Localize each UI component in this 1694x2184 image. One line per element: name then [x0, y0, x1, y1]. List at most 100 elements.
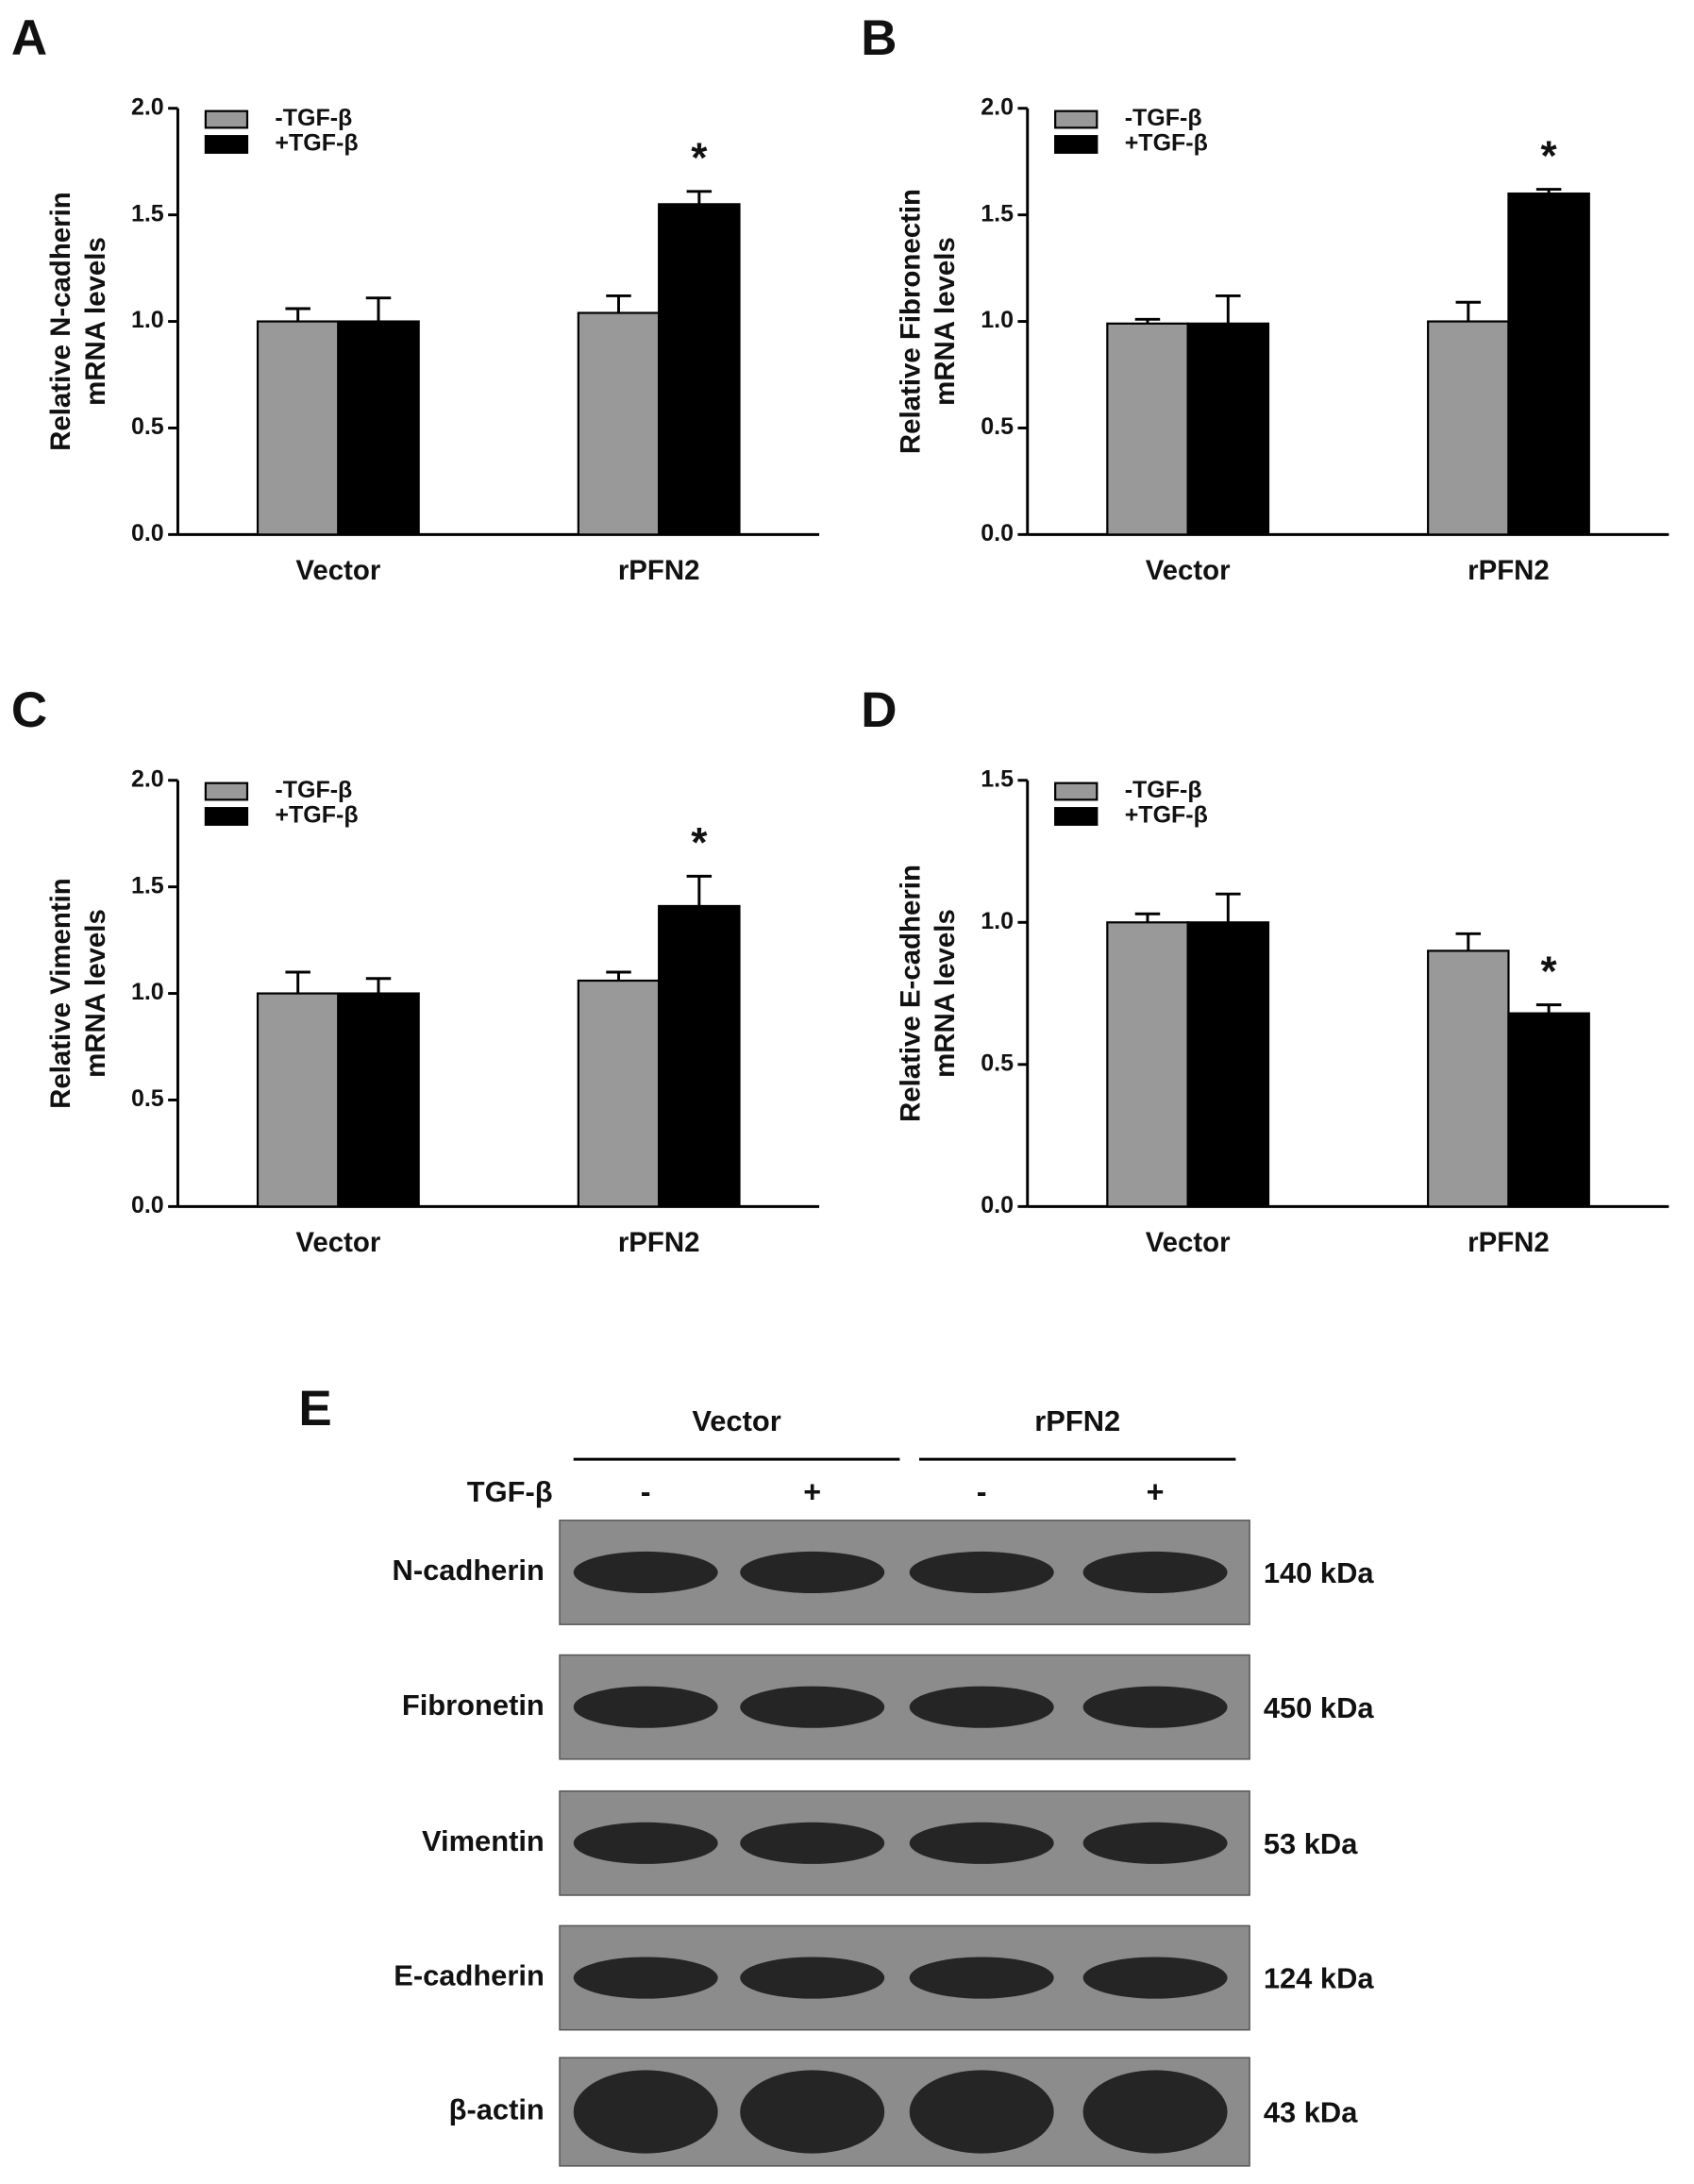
bar — [577, 311, 661, 536]
blot-band — [909, 2070, 1054, 2154]
blot-band — [1082, 2070, 1228, 2154]
bar — [1186, 921, 1270, 1208]
y-tick-label: 2.0 — [131, 93, 164, 120]
legend-label: +TGF-β — [275, 130, 358, 157]
lane-sign: + — [803, 1474, 821, 1508]
x-tick-label: Vector — [1146, 555, 1231, 586]
lane-sign: + — [1147, 1474, 1165, 1508]
group-label: Vector — [692, 1404, 780, 1437]
y-tick-label: 1.5 — [981, 200, 1014, 227]
x-tick-label: rPFN2 — [618, 555, 700, 586]
blot-band — [573, 1686, 718, 1728]
y-tick-label: 1.0 — [131, 979, 164, 1005]
x-tick-label: Vector — [295, 555, 380, 586]
y-axis-label: mRNA levels — [80, 237, 111, 406]
blot-band — [740, 1957, 885, 1999]
blot-band — [740, 1822, 885, 1864]
blot-band — [909, 1686, 1054, 1728]
bar — [337, 320, 420, 536]
panel-letter: A — [11, 10, 47, 66]
legend-label: +TGF-β — [1125, 130, 1208, 157]
size-label: 450 kDa — [1264, 1691, 1375, 1724]
y-tick-label: 1.0 — [131, 307, 164, 333]
y-axis-label: mRNA levels — [930, 237, 961, 406]
y-tick-label: 0.0 — [981, 1192, 1014, 1218]
blot-band — [1082, 1822, 1228, 1864]
y-axis-label: Relative Vimentin — [45, 878, 76, 1109]
legend-swatch — [1054, 807, 1099, 826]
bar — [1427, 320, 1510, 536]
y-tick-label: 0.5 — [131, 413, 164, 440]
y-axis-label: Relative N-cadherin — [45, 192, 76, 451]
blot-band — [573, 1822, 718, 1864]
y-tick-label: 0.5 — [981, 1050, 1014, 1076]
protein-label: E-cadherin — [394, 1959, 545, 1992]
legend-label: -TGF-β — [275, 105, 352, 131]
y-tick-label: 0.5 — [981, 413, 1014, 440]
y-tick-label: 0.0 — [131, 520, 164, 546]
bar — [1427, 949, 1510, 1208]
x-tick-label: rPFN2 — [618, 1227, 700, 1258]
blot-band — [909, 1822, 1054, 1864]
chart-panel: D Relative E-cadherin mRNA levels 0.0 0.5 1.0… — [861, 682, 1669, 1258]
size-label: 53 kDa — [1264, 1827, 1358, 1860]
size-label: 124 kDa — [1264, 1962, 1375, 1995]
legend-swatch — [1054, 781, 1099, 801]
y-tick-label: 1.0 — [981, 307, 1014, 333]
y-axis-label: mRNA levels — [930, 909, 961, 1078]
y-tick-label: 0.5 — [131, 1085, 164, 1112]
chart-panel: C Relative Vimentin mRNA levels 0.0 0.5 1.0 1.… — [11, 682, 820, 1258]
legend-swatch — [204, 109, 249, 129]
chart-panel: B Relative Fibronectin mRNA levels 0.0 0.5 1.… — [861, 10, 1669, 586]
protein-label: β-actin — [449, 2093, 545, 2126]
bar — [1106, 322, 1189, 536]
bar — [1507, 1012, 1590, 1208]
x-tick-label: Vector — [295, 1227, 380, 1258]
blot-band — [740, 1686, 885, 1728]
y-tick-label: 1.0 — [981, 908, 1014, 934]
legend-swatch — [204, 781, 249, 801]
blot-band — [573, 1551, 718, 1594]
treatment-label: TGF-β — [467, 1475, 553, 1508]
y-tick-label: 2.0 — [131, 765, 164, 792]
bar — [1106, 921, 1189, 1208]
blot-band — [1082, 1957, 1228, 1999]
panel-letter: D — [861, 682, 897, 738]
x-tick-label: Vector — [1146, 1227, 1231, 1258]
legend-label: -TGF-β — [1125, 777, 1202, 803]
bar — [1186, 322, 1270, 536]
bar — [256, 992, 340, 1208]
size-label: 43 kDa — [1264, 2096, 1358, 2129]
y-tick-label: 0.0 — [131, 1192, 164, 1218]
y-tick-label: 1.5 — [131, 872, 164, 899]
bar — [577, 979, 661, 1208]
blot-band — [909, 1551, 1054, 1594]
y-tick-label: 2.0 — [981, 93, 1014, 120]
y-tick-label: 1.5 — [981, 765, 1014, 792]
blot-band — [740, 2070, 885, 2154]
blot-band — [573, 1957, 718, 1999]
bar — [658, 904, 741, 1208]
x-tick-label: rPFN2 — [1468, 555, 1550, 586]
legend-label: +TGF-β — [1125, 802, 1208, 829]
group-label: rPFN2 — [1034, 1404, 1120, 1437]
blot-band — [1082, 1551, 1228, 1594]
legend-swatch — [1054, 135, 1099, 154]
protein-label: N-cadherin — [393, 1554, 545, 1587]
blot-band — [909, 1957, 1054, 1999]
significance-marker: * — [1541, 949, 1558, 995]
lane-sign: - — [641, 1474, 651, 1508]
bar — [256, 320, 340, 536]
size-label: 140 kDa — [1264, 1556, 1375, 1589]
chart-panel: A Relative N-cadherin mRNA levels 0.0 0.5 1.0… — [11, 10, 820, 586]
protein-label: Vimentin — [422, 1824, 545, 1857]
significance-marker: * — [1541, 133, 1558, 179]
panel-letter: B — [861, 10, 897, 66]
protein-label: Fibronetin — [402, 1688, 545, 1722]
blot-band — [573, 2070, 718, 2154]
legend-label: -TGF-β — [275, 777, 352, 803]
legend-swatch — [204, 135, 249, 154]
y-axis-label: Relative E-cadherin — [895, 865, 926, 1122]
y-tick-label: 1.5 — [131, 200, 164, 227]
